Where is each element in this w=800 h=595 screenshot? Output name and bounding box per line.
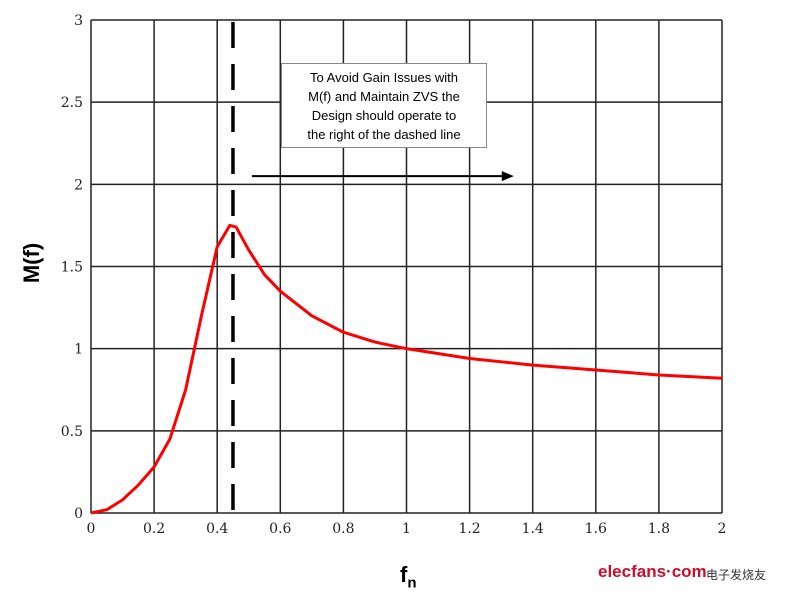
- y-tick-label: 3: [74, 13, 83, 29]
- annotation-box: To Avoid Gain Issues with M(f) and Maint…: [281, 63, 487, 148]
- y-tick-label: 0: [74, 506, 83, 522]
- x-tick-label: 2: [718, 521, 727, 537]
- x-axis-label: fn: [400, 562, 417, 592]
- x-tick-label: 0.6: [269, 521, 291, 537]
- annotation-line: To Avoid Gain Issues with: [310, 70, 458, 85]
- x-tick-label: 1.8: [648, 521, 670, 537]
- x-tick-label: 0.4: [206, 521, 228, 537]
- gain-curve: [90, 223, 723, 515]
- annotation-line: Design should operate to: [311, 108, 457, 123]
- y-tick-label: 1: [74, 342, 83, 358]
- y-tick-label: 1.5: [61, 260, 83, 276]
- x-tick-label: 0: [87, 521, 96, 537]
- arrow-head: [501, 171, 514, 182]
- annotation-line: M(f) and Maintain ZVS the: [308, 89, 460, 104]
- x-tick-label: 1: [402, 521, 411, 537]
- y-tick-label: 2.5: [61, 95, 83, 111]
- y-tick-label: 2: [74, 177, 83, 193]
- x-tick-label: 0.2: [143, 521, 165, 537]
- y-axis-label: M(f): [19, 242, 44, 284]
- y-tick-label: 0.5: [61, 424, 83, 440]
- x-tick-label: 1.6: [585, 521, 607, 537]
- x-tick-label: 1.2: [458, 521, 480, 537]
- watermark-logo: elecfans·com: [598, 562, 707, 581]
- x-tick-label: 0.8: [332, 521, 354, 537]
- watermark-cn: 电子发烧友: [706, 568, 767, 582]
- annotation-line: the right of the dashed line: [307, 127, 461, 142]
- x-tick-label: 1.4: [522, 521, 544, 537]
